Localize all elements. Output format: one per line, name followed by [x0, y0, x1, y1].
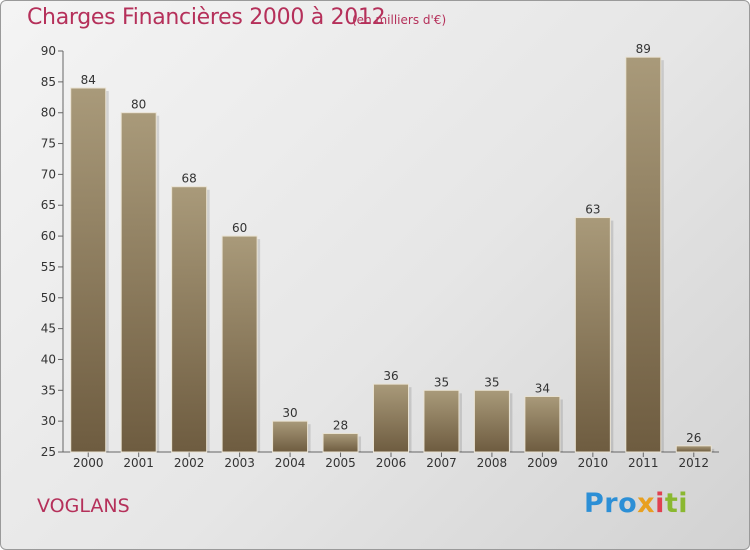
bar-2000 [70, 87, 107, 453]
chart-bars [70, 56, 715, 453]
bar-2004 [272, 420, 309, 453]
x-tick-label-2000: 2000 [73, 456, 104, 470]
proxiti-logo: Proxiti [584, 488, 688, 519]
bar-2005 [322, 432, 359, 453]
bar-2001 [120, 112, 157, 453]
bar-2003 [221, 235, 258, 453]
x-tick-label-2005: 2005 [325, 456, 356, 470]
x-tick-label-2004: 2004 [275, 456, 306, 470]
x-tick-label-2003: 2003 [224, 456, 255, 470]
bar-2007 [423, 389, 460, 453]
data-label-2010: 63 [585, 203, 600, 217]
data-label-2004: 30 [282, 406, 297, 420]
y-tick-label: 90 [41, 44, 56, 58]
x-tick-label-2006: 2006 [376, 456, 407, 470]
x-tick-label-2007: 2007 [426, 456, 457, 470]
chart-axes: 25 30 35 40 45 50 55 60 65 70 75 80 85 90 [41, 44, 719, 459]
x-tick-label-2009: 2009 [527, 456, 558, 470]
y-tick-label: 50 [41, 291, 56, 305]
data-label-2008: 35 [484, 375, 499, 389]
chart-subtitle: (en milliers d'€) [352, 13, 447, 27]
bar-2012 [675, 445, 712, 453]
y-tick-label: 60 [41, 229, 56, 243]
data-label-2001: 80 [131, 98, 146, 112]
data-label-2000: 84 [81, 73, 96, 87]
data-label-2011: 89 [636, 42, 651, 56]
bar-2008 [473, 389, 510, 453]
x-tick-label-2002: 2002 [174, 456, 205, 470]
data-label-2002: 68 [182, 172, 197, 186]
logo-part-2: x [637, 488, 656, 519]
y-tick-label: 30 [41, 414, 56, 428]
data-label-2007: 35 [434, 375, 449, 389]
y-tick-label: 55 [41, 260, 56, 274]
x-tick-label-2012: 2012 [678, 456, 709, 470]
bar-2010 [574, 217, 611, 453]
logo-part-3: i [655, 488, 665, 519]
logo-part-1: Pro [584, 488, 638, 519]
y-tick-label: 85 [41, 75, 56, 89]
data-label-2005: 28 [333, 418, 348, 432]
chart-labels: 2000 84 2001 80 2002 68 2003 60 2004 30 2005 28 2006… [73, 42, 709, 470]
data-label-2012: 26 [686, 431, 701, 445]
x-tick-label-2011: 2011 [628, 456, 659, 470]
y-tick-label: 25 [41, 445, 56, 459]
data-label-2009: 34 [535, 381, 550, 395]
bar-2002 [171, 186, 208, 453]
x-tick-label-2001: 2001 [123, 456, 154, 470]
y-tick-label: 40 [41, 352, 56, 366]
commune-name: VOGLANS [37, 495, 130, 517]
bar-2011 [625, 56, 662, 453]
x-tick-label-2010: 2010 [578, 456, 609, 470]
data-label-2003: 60 [232, 221, 247, 235]
chart-title: Charges Financières 2000 à 2012 [27, 5, 386, 30]
y-tick-label: 35 [41, 383, 56, 397]
bar-2009 [524, 395, 561, 453]
data-label-2006: 36 [383, 369, 398, 383]
y-tick-label: 45 [41, 322, 56, 336]
y-tick-label: 75 [41, 137, 56, 151]
y-tick-label: 80 [41, 106, 56, 120]
x-tick-label-2008: 2008 [477, 456, 508, 470]
logo-part-4: ti [664, 488, 689, 519]
y-tick-label: 70 [41, 167, 56, 181]
bar-2006 [373, 383, 409, 453]
y-tick-label: 65 [41, 198, 56, 212]
